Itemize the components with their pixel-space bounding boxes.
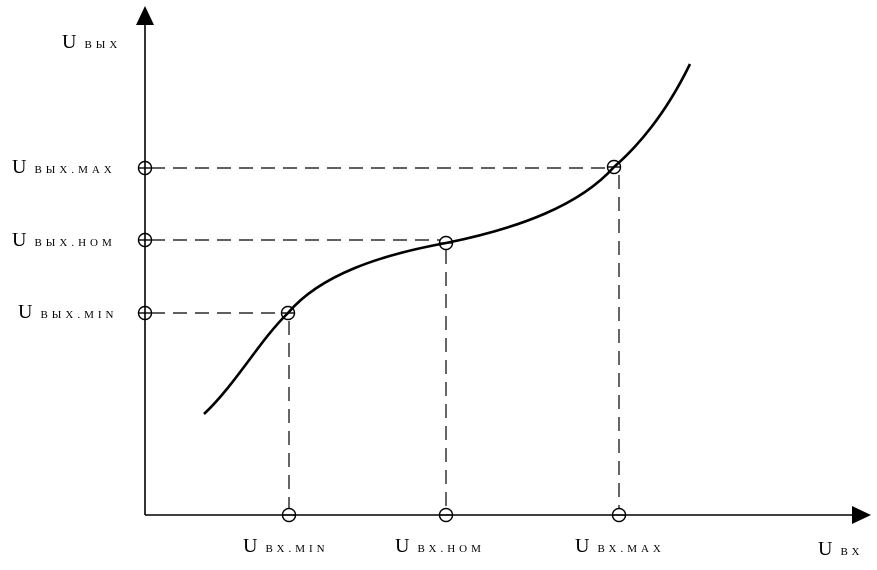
curve-point-min xyxy=(280,305,296,321)
y-axis-arrow xyxy=(136,6,154,25)
x-tick-label-nom: U ВХ.НОМ xyxy=(395,535,485,557)
x-axis-marker-min xyxy=(281,507,297,523)
x-axis-marker-nom xyxy=(438,507,454,523)
x-tick-label-max: U ВХ.МАХ xyxy=(575,535,665,557)
x-tick-label-min: U ВХ.МIN xyxy=(243,535,329,557)
y-axis-marker-max xyxy=(137,160,153,176)
curve-point-max xyxy=(606,159,622,175)
y-axis-marker-min xyxy=(137,305,153,321)
x-axis-marker-max xyxy=(611,507,627,523)
x-axis-label: U ВХ xyxy=(818,538,863,560)
y-axis-label: U ВЫХ xyxy=(62,31,121,53)
y-axis-marker-nom xyxy=(137,232,153,248)
x-axis-arrow xyxy=(852,506,871,524)
y-tick-label-nom: U ВЫХ.НОМ xyxy=(12,229,116,251)
transfer-characteristic-curve xyxy=(203,63,692,415)
y-tick-label-max: U ВЫХ.МАХ xyxy=(12,156,116,178)
y-tick-label-min: U ВЫХ.МIN xyxy=(18,301,117,323)
curve-point-nom xyxy=(438,235,454,251)
